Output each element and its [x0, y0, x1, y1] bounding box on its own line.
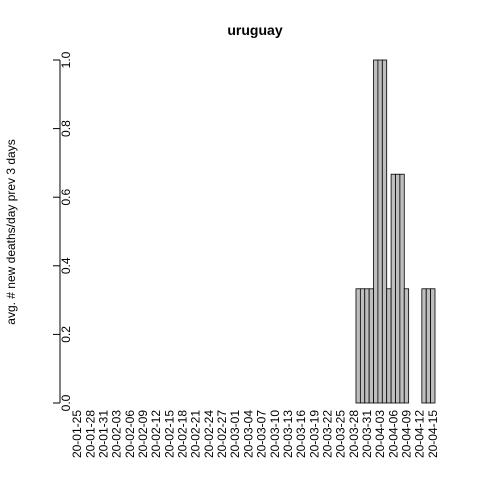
bar	[381, 59, 388, 404]
x-tick-label: 20-04-06	[386, 410, 400, 458]
bar	[399, 173, 405, 404]
x-tick-label: 20-02-06	[123, 410, 137, 458]
y-tick-label: 0.2	[59, 326, 73, 343]
x-tick-label: 20-03-07	[255, 410, 269, 458]
chart-title: uruguay	[227, 22, 282, 38]
y-axis-label: avg. # new deaths/day prev 3 days	[4, 139, 18, 324]
y-tick-label: 0.8	[59, 120, 73, 137]
bar	[386, 288, 392, 404]
x-tick-label: 20-03-28	[347, 410, 361, 458]
y-tick-label: 0.0	[59, 394, 73, 411]
x-tick-label: 20-03-13	[281, 410, 295, 458]
x-tick-label: 20-04-03	[373, 410, 387, 458]
x-tick-label: 20-04-12	[413, 410, 427, 458]
x-tick-label: 20-03-01	[228, 410, 242, 458]
bar	[373, 59, 379, 404]
x-tick-label: 20-02-09	[136, 410, 150, 458]
bar	[403, 288, 410, 404]
x-tick-label: 20-02-24	[202, 410, 216, 458]
bar	[364, 288, 370, 404]
x-tick-label: 20-02-03	[110, 410, 124, 458]
x-tick-label: 20-04-09	[399, 410, 413, 458]
y-tick-label: 1.0	[59, 51, 73, 68]
x-tick-label: 20-02-15	[162, 410, 176, 458]
bar	[355, 288, 361, 404]
x-tick-label: 20-03-19	[307, 410, 321, 458]
x-tick-label: 20-04-15	[426, 410, 440, 458]
x-tick-label: 20-01-25	[70, 410, 84, 458]
bar	[368, 288, 374, 404]
bar	[425, 288, 432, 404]
x-tick-label: 20-02-27	[215, 410, 229, 458]
x-tick-label: 20-02-12	[149, 410, 163, 458]
bar	[421, 288, 427, 404]
bar	[359, 288, 366, 404]
x-tick-label: 20-03-16	[294, 410, 308, 458]
y-tick-label: 0.6	[59, 189, 73, 206]
x-tick-label: 20-01-28	[83, 410, 97, 458]
bar	[395, 173, 401, 404]
x-tick-label: 20-03-22	[320, 410, 334, 458]
bar	[430, 288, 436, 404]
x-tick-label: 20-03-10	[268, 410, 282, 458]
x-tick-label: 20-01-31	[97, 410, 111, 458]
bar	[377, 59, 383, 404]
y-tick-label: 0.4	[59, 257, 73, 274]
x-tick-label: 20-03-25	[334, 410, 348, 458]
x-tick-label: 20-03-04	[241, 410, 255, 458]
bar	[390, 173, 396, 404]
x-tick-label: 20-03-31	[360, 410, 374, 458]
x-tick-label: 20-02-18	[176, 410, 190, 458]
x-tick-label: 20-02-21	[189, 410, 203, 458]
